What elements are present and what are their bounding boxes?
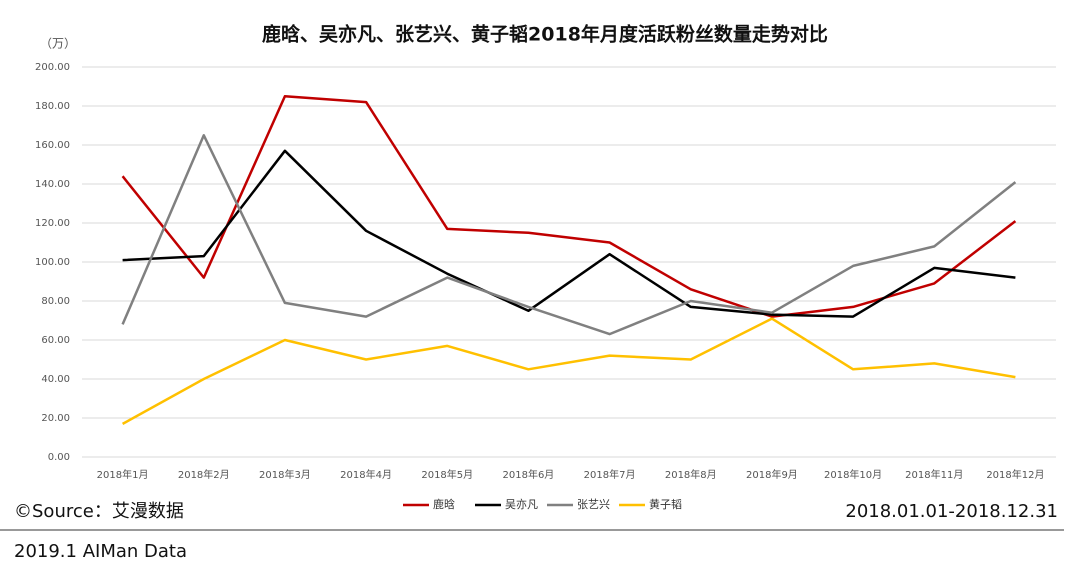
y-tick-label: 80.00	[41, 296, 70, 307]
y-tick-label: 60.00	[41, 335, 70, 346]
x-tick-label: 2018年9月	[746, 468, 798, 481]
chart-title: 鹿晗、吴亦凡、张艺兴、黄子韬2018年月度活跃粉丝数量走势对比	[262, 23, 828, 46]
y-tick-label: 160.00	[35, 140, 70, 151]
x-tick-label: 2018年5月	[421, 468, 473, 481]
x-tick-label: 2018年10月	[824, 468, 882, 481]
x-tick-label: 2018年6月	[503, 468, 555, 481]
series-line	[122, 149, 1016, 318]
x-tick-label: 2018年12月	[986, 468, 1044, 481]
date-range: 2018.01.01-2018.12.31	[845, 501, 1058, 522]
series-line	[121, 134, 1017, 336]
y-tick-label: 0.00	[48, 452, 70, 463]
y-tick-label: 40.00	[41, 374, 70, 385]
x-tick-label: 2018年2月	[178, 468, 230, 481]
series-line	[121, 317, 1016, 425]
legend-label: 吴亦凡	[505, 497, 538, 511]
y-tick-label: 200.00	[35, 62, 70, 73]
footer: 2019.1 AIMan Data	[14, 541, 187, 562]
y-tick-label: 180.00	[35, 101, 70, 112]
y-tick-label: 20.00	[41, 413, 70, 424]
y-tick-label: 140.00	[35, 179, 70, 190]
x-tick-label: 2018年1月	[97, 468, 149, 481]
x-tick-label: 2018年4月	[340, 468, 392, 481]
y-unit: （万）	[40, 37, 76, 51]
x-tick-label: 2018年11月	[905, 468, 963, 481]
x-tick-label: 2018年8月	[665, 468, 717, 481]
y-tick-label: 120.00	[35, 218, 70, 229]
legend-label: 鹿晗	[433, 497, 455, 511]
series-line	[121, 95, 1017, 318]
source: ©Source：艾漫数据	[14, 501, 184, 522]
x-tick-label: 2018年3月	[259, 468, 311, 481]
legend-label: 张艺兴	[577, 498, 610, 511]
x-tick-label: 2018年7月	[584, 468, 636, 481]
y-tick-label: 100.00	[35, 257, 70, 268]
legend-label: 黄子韬	[649, 497, 682, 511]
